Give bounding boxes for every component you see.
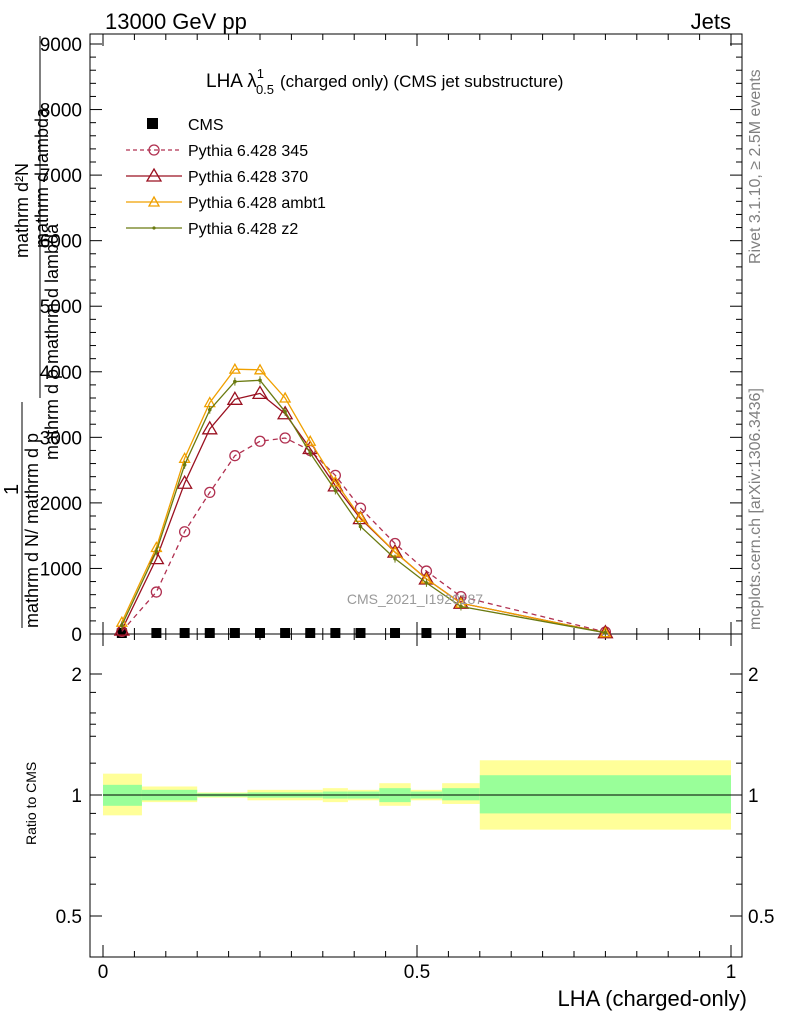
cms-point <box>421 628 432 638</box>
legend-cms-label: CMS <box>188 117 224 134</box>
series-point-p345 <box>420 565 433 577</box>
main-ytick-label: 0 <box>71 625 82 646</box>
cms-point <box>455 628 466 638</box>
series-point-p345 <box>455 590 467 603</box>
rivet-label: Rivet 3.1.10, ≥ 2.5M events <box>747 69 764 264</box>
ratio-ylabel: Ratio to CMS <box>23 762 39 845</box>
legend-ambt1-label: Pythia 6.428 ambt1 <box>188 195 326 212</box>
series-point-p370 <box>276 405 294 420</box>
cms-point <box>229 628 240 638</box>
series-point-p370 <box>251 385 269 400</box>
xtick-label: 0 <box>98 962 109 983</box>
legend-ambt1-marker <box>147 195 161 207</box>
ylabel-denominator-big: mathrm d p mathrm d lambda <box>42 223 62 460</box>
main-ytick-label: 1000 <box>40 559 82 580</box>
main-series <box>113 362 614 639</box>
cms-point <box>390 628 401 638</box>
xtick-label: 1 <box>726 962 737 983</box>
cms-point <box>305 628 316 638</box>
series-point-ambt1 <box>304 434 317 446</box>
legend-p370-label: Pythia 6.428 370 <box>188 169 308 186</box>
series-point-p345 <box>178 526 191 538</box>
ratio-band-inner <box>442 788 480 801</box>
cms-point <box>330 628 341 638</box>
ratio-ytick-label: 2 <box>71 665 82 686</box>
ratio-ytick-label-right: 0.5 <box>748 907 774 928</box>
series-point-p345 <box>329 469 342 482</box>
cms-point <box>151 628 162 638</box>
series-line-4 <box>121 379 606 634</box>
ylabel-denominator: mathrm d N/ mathrm d p <box>22 433 42 628</box>
legend-p345-marker <box>148 144 160 156</box>
plot-title: LHA λ1 0.5 (charged only) (CMS jet substru… <box>206 66 563 97</box>
ratio-ytick-label: 0.5 <box>56 907 82 928</box>
main-ytick-label: 8000 <box>40 101 82 122</box>
series-point-p370 <box>113 621 130 636</box>
series-point-ambt1 <box>228 362 241 374</box>
cms-point <box>179 628 190 638</box>
cms-point <box>116 628 127 638</box>
series-point-p345 <box>204 486 216 499</box>
series-line-3 <box>121 368 606 634</box>
main-ytick-label: 6000 <box>40 232 82 253</box>
legend: CMS Pythia 6.428 345 Pythia 6.428 370 Py… <box>126 117 326 238</box>
cms-point <box>355 628 366 638</box>
series-point-p345 <box>254 435 266 447</box>
main-ytick-label: 5000 <box>40 297 82 318</box>
ylabel-one: 1 <box>1 484 23 495</box>
cms-point <box>280 628 291 638</box>
cms-point <box>204 628 215 638</box>
series-point-p345 <box>389 537 401 550</box>
ratio-band-inner <box>479 775 731 814</box>
series-point-p370 <box>176 474 193 489</box>
ratio-axes: 0.5 0.5 1 1 2 2 0 0.5 1 <box>56 634 774 983</box>
xtick-label: 0.5 <box>404 962 430 983</box>
main-ytick-label: 9000 <box>40 35 82 56</box>
main-ytick-label: 2000 <box>40 494 82 515</box>
ratio-ytick-label: 1 <box>71 786 82 807</box>
main-ylabel: mathrm d N/ mathrm d p 1 mathrm d p math… <box>1 36 62 628</box>
ylabel-numerator-big: mathrm d²N <box>12 163 32 258</box>
legend-z2-label: Pythia 6.428 z2 <box>188 221 298 238</box>
header-left: 13000 GeV pp <box>105 9 247 34</box>
ylabel-lambda: mathrm d lambda <box>32 107 52 248</box>
title-base: LHA λ1 0.5 (charged only) (CMS jet substru… <box>206 66 563 97</box>
series-point-p370 <box>226 391 244 405</box>
legend-p370-marker <box>145 167 163 182</box>
mcplots-label: mcplots.cern.ch [arXiv:1306.3436] <box>747 388 764 630</box>
ratio-ytick-label-right: 2 <box>748 665 759 686</box>
series-point-ambt1 <box>279 391 292 403</box>
main-axes: 0 1000 2000 3000 4000 5000 6000 7000 8000 9000 <box>40 34 742 646</box>
main-ytick-label: 3000 <box>40 428 82 449</box>
main-ytick-label: 7000 <box>40 166 82 187</box>
series-point-p345 <box>150 586 163 598</box>
cms-point <box>255 628 265 638</box>
watermark: CMS_2021_I1920187 <box>347 591 483 607</box>
legend-z2-marker <box>152 226 156 230</box>
main-ytick-label: 4000 <box>40 363 82 384</box>
series-point-p345 <box>229 450 241 462</box>
series-point-ambt1 <box>253 363 267 375</box>
series-point-ambt1 <box>329 475 342 487</box>
legend-cms-marker <box>147 118 158 129</box>
series-point-p370 <box>201 420 218 435</box>
legend-p345-label: Pythia 6.428 345 <box>188 143 308 160</box>
xlabel: LHA (charged-only) <box>557 986 747 1011</box>
series-point-p345 <box>279 432 291 444</box>
header-right: Jets <box>691 9 731 34</box>
series-point-ambt1 <box>354 510 367 522</box>
ratio-bands <box>103 760 731 830</box>
ratio-ytick-label-right: 1 <box>748 786 759 807</box>
series-line-1 <box>121 437 606 633</box>
